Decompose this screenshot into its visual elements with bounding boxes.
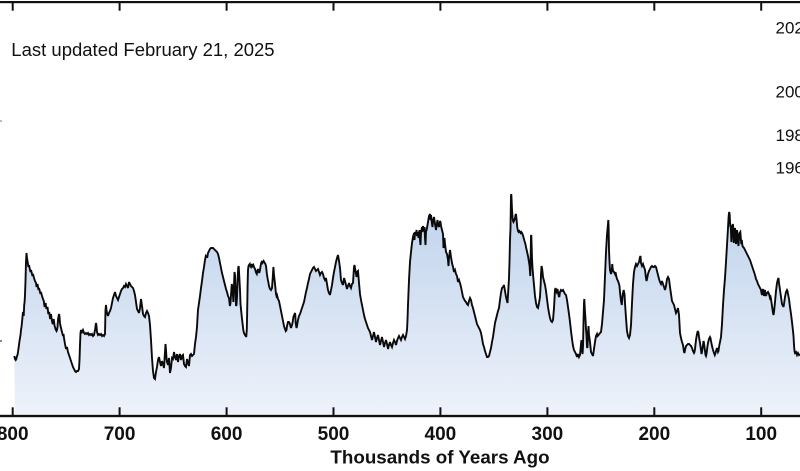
svg-text:2025: 2025: [776, 19, 800, 38]
svg-text:1980: 1980: [776, 126, 800, 145]
svg-text:Last updated February 21, 2025: Last updated February 21, 2025: [11, 39, 274, 60]
svg-text:400: 400: [425, 424, 457, 445]
svg-text:500: 500: [318, 424, 350, 445]
svg-text:700: 700: [104, 424, 136, 445]
svg-text:100: 100: [745, 424, 777, 445]
svg-text:800: 800: [0, 424, 29, 445]
svg-text:300: 300: [532, 424, 564, 445]
svg-text:Thousands of Years Ago: Thousands of Years Ago: [330, 447, 549, 468]
svg-text:1960: 1960: [776, 159, 800, 178]
svg-text:2000: 2000: [776, 83, 800, 102]
svg-text:600: 600: [211, 424, 243, 445]
svg-text:200: 200: [638, 424, 670, 445]
